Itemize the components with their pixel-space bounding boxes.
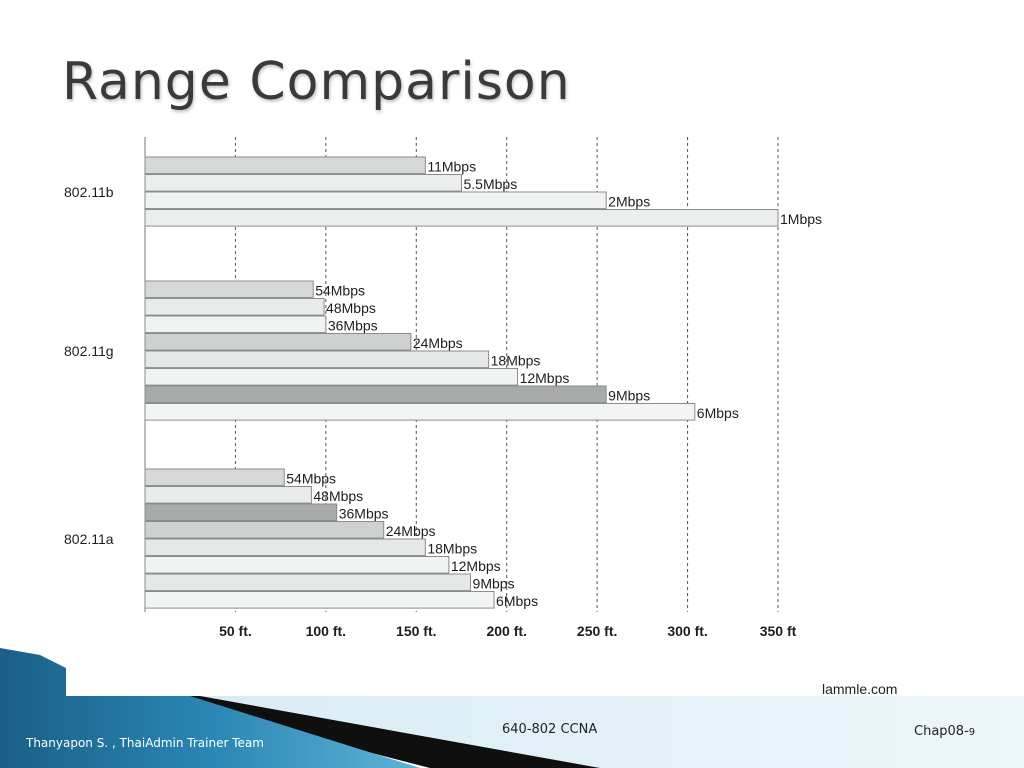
- x-tick-label: 350 ft: [760, 623, 797, 639]
- source-credit: lammle.com: [822, 681, 898, 697]
- bar-label: 54Mbps: [286, 471, 336, 487]
- bar: [144, 315, 327, 334]
- bar-label: 9Mbps: [608, 388, 650, 404]
- bar-label: 36Mbps: [328, 318, 378, 334]
- bar-label: 12Mbps: [520, 370, 570, 386]
- bar: [144, 538, 426, 557]
- bar: [144, 174, 462, 192]
- x-tick-label: 200 ft.: [486, 623, 526, 639]
- range-chart: 50 ft. 100 ft. 150 ft. 200 ft. 250 ft. 300 ft…: [64, 137, 822, 639]
- footer-black-stripe: [150, 696, 600, 768]
- group-label: 802.11b: [64, 184, 114, 200]
- footer-course: 640-802 CCNA: [502, 722, 598, 737]
- bar-label: 2Mbps: [608, 194, 650, 210]
- bar-label: 5.5Mbps: [464, 176, 518, 192]
- bar: [144, 209, 779, 227]
- bar-label: 54Mbps: [315, 283, 365, 299]
- x-tick-label: 50 ft.: [219, 623, 252, 639]
- bar-label: 6Mbps: [697, 405, 739, 421]
- footer-author: Thanyapon S. , ThaiAdmin Trainer Team: [26, 736, 264, 750]
- bar: [144, 556, 450, 574]
- footer-chapter: Chap08-: [914, 724, 969, 739]
- x-tick-label: 150 ft.: [396, 623, 436, 639]
- bar: [144, 486, 312, 504]
- x-tick-label: 100 ft.: [306, 623, 346, 639]
- bar: [144, 156, 426, 175]
- bar-label: 36Mbps: [339, 506, 389, 522]
- bar-label: 6Mbps: [496, 593, 538, 609]
- bar: [144, 298, 325, 316]
- bar-label: 9Mbps: [473, 576, 515, 592]
- footer-pale-band: [150, 696, 1024, 768]
- footer-page-number: 9: [968, 727, 976, 738]
- bar: [144, 350, 490, 369]
- group-label: 802.11g: [64, 343, 114, 359]
- bar-label: 12Mbps: [451, 558, 501, 574]
- bar: [144, 385, 607, 404]
- bar-label: 48Mbps: [313, 488, 363, 504]
- bar-label: 48Mbps: [326, 300, 376, 316]
- bar-label: 1Mbps: [780, 211, 822, 227]
- x-tick-label: 300 ft.: [667, 623, 707, 639]
- bar: [144, 280, 314, 299]
- bar: [144, 573, 472, 592]
- bar-label: 18Mbps: [427, 541, 477, 557]
- bar: [144, 503, 338, 522]
- footer-page: Chap08-9: [914, 724, 975, 739]
- bar-label: 24Mbps: [413, 335, 463, 351]
- bar-label: 24Mbps: [386, 523, 436, 539]
- bar-label: 18Mbps: [491, 353, 541, 369]
- bar: [144, 191, 607, 210]
- group-label: 802.11a: [64, 531, 114, 547]
- bar: [144, 521, 385, 539]
- x-tick-label: 250 ft.: [577, 623, 617, 639]
- bar: [144, 368, 519, 386]
- bar: [144, 403, 696, 421]
- slide-title: Range Comparison: [62, 52, 571, 112]
- bar: [144, 591, 495, 609]
- bar-label: 11Mbps: [427, 159, 476, 175]
- bar: [144, 333, 412, 351]
- footer-blue-band: [0, 648, 420, 768]
- bar: [144, 468, 285, 487]
